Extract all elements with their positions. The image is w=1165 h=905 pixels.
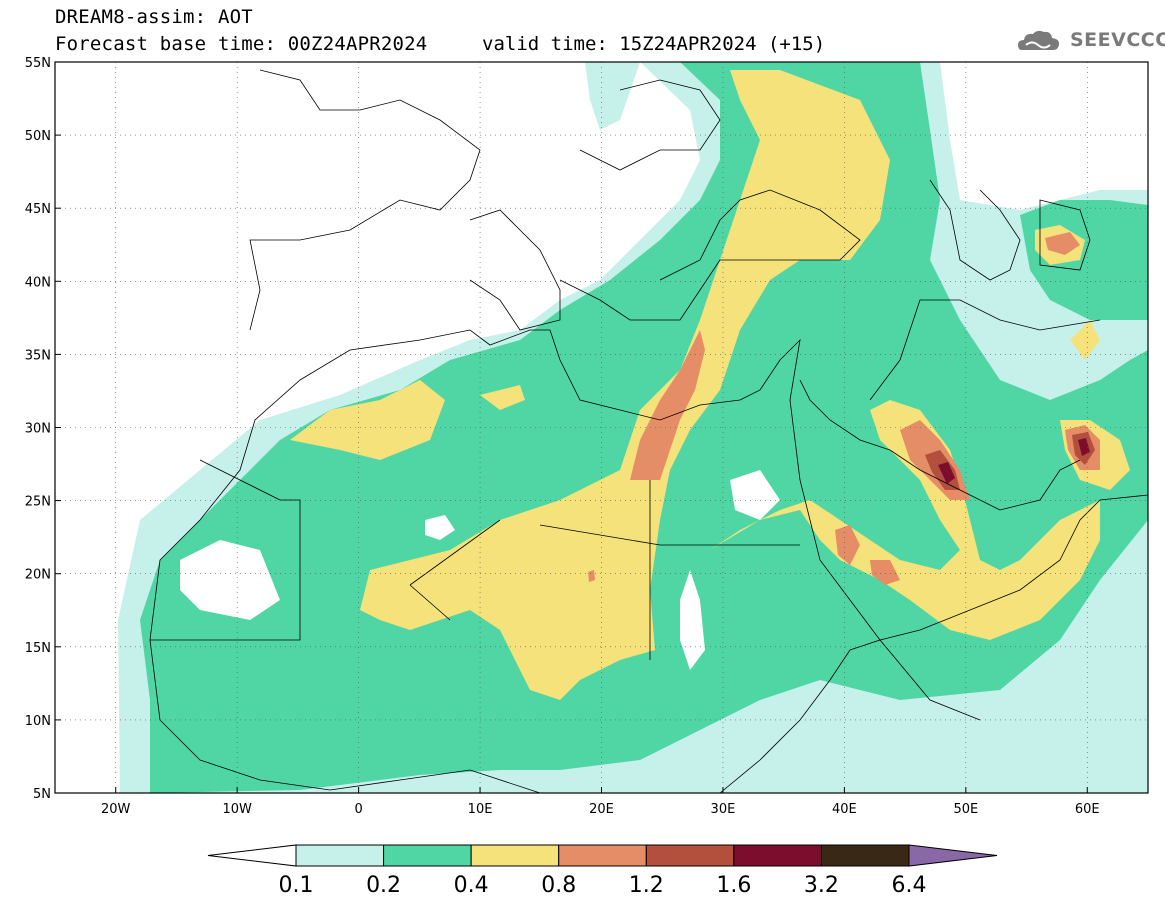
y-tick-label: 25N <box>25 495 51 510</box>
x-tick-label: 20E <box>589 802 614 817</box>
colorbar-level-label: 6.4 <box>892 873 927 898</box>
axis-ticks: 20W 10W 0 10E 20E 30E 40E 50E 60E 55N 50N 45N 40N 35N… <box>25 56 1100 817</box>
colorbar-swatch <box>820 844 910 867</box>
y-tick-label: 20N <box>25 568 51 583</box>
x-tick-label: 0 <box>354 802 362 817</box>
y-tick-label: 30N <box>25 422 51 437</box>
y-tick-label: 35N <box>25 348 51 363</box>
colorbar-swatch <box>383 844 472 867</box>
colorbar-level-label: 0.2 <box>366 873 401 898</box>
colorbar-swatch <box>733 844 822 867</box>
y-tick-label: 15N <box>25 641 51 656</box>
colorbar: 0.1 0.2 0.4 0.8 1.2 1.6 3.2 6.4 <box>207 844 998 898</box>
colorbar-under-triangle <box>207 844 297 867</box>
valid-time: valid time: 15Z24APR2024 (+15) <box>482 33 826 55</box>
aot-field <box>118 62 1148 793</box>
colorbar-level-label: 1.2 <box>629 873 664 898</box>
colorbar-swatch <box>295 844 385 867</box>
forecast-base-time: Forecast base time: 00Z24APR2024 <box>55 33 428 55</box>
x-tick-label: 40E <box>832 802 857 817</box>
y-tick-label: 10N <box>25 714 51 729</box>
y-tick-label: 40N <box>25 275 51 290</box>
x-tick-label: 30E <box>711 802 736 817</box>
colorbar-swatch <box>558 844 647 867</box>
cloud-logo-icon <box>1018 30 1060 50</box>
x-tick-label: 60E <box>1075 802 1100 817</box>
map-title: DREAM8-assim: AOT <box>55 6 253 28</box>
y-tick-label: 50N <box>25 129 51 144</box>
colorbar-level-label: 1.6 <box>716 873 751 898</box>
logo-text: SEEVCCC <box>1070 29 1165 51</box>
y-tick-label: 45N <box>25 202 51 217</box>
colorbar-level-label: 3.2 <box>804 873 839 898</box>
x-tick-label: 50E <box>953 802 978 817</box>
y-tick-label: 55N <box>25 56 51 71</box>
colorbar-level-label: 0.8 <box>541 873 576 898</box>
colorbar-swatch <box>470 844 560 867</box>
x-tick-label: 10W <box>222 802 252 817</box>
coastlines <box>149 69 1148 793</box>
x-tick-label: 10E <box>468 802 493 817</box>
colorbar-level-label: 0.1 <box>279 873 314 898</box>
x-tick-label: 20W <box>101 802 131 817</box>
y-tick-label: 5N <box>33 787 51 802</box>
colorbar-swatch <box>645 844 735 867</box>
colorbar-over-triangle <box>908 844 998 867</box>
colorbar-level-label: 0.4 <box>454 873 489 898</box>
